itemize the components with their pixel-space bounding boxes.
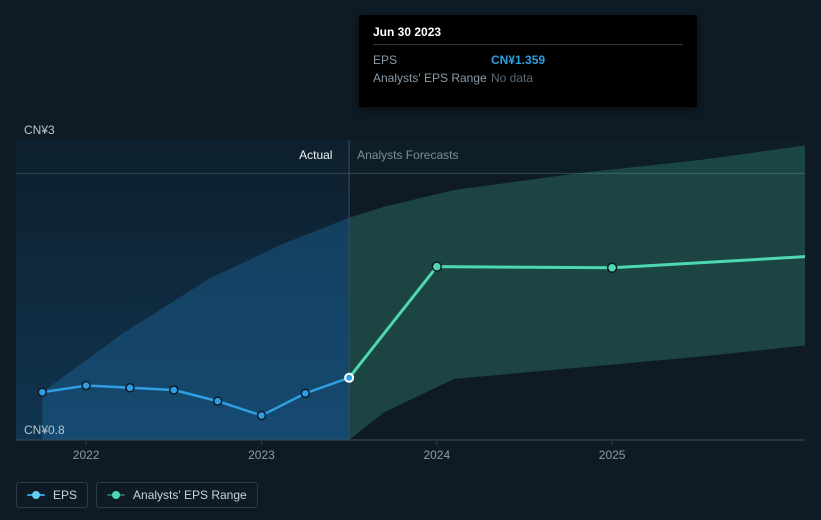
eps-point[interactable] <box>82 382 90 390</box>
legend-item[interactable]: Analysts' EPS Range <box>96 482 258 508</box>
legend-item[interactable]: EPS <box>16 482 88 508</box>
tooltip-row-value: No data <box>491 69 533 87</box>
tooltip-divider <box>373 44 683 45</box>
legend-label: Analysts' EPS Range <box>133 488 247 502</box>
chart-legend: EPS Analysts' EPS Range <box>16 482 258 508</box>
tooltip-row: EPSCN¥1.359 <box>373 51 683 69</box>
y-axis-label: CN¥3 <box>24 123 55 137</box>
x-axis-label: 2025 <box>599 448 626 462</box>
eps-point[interactable] <box>38 388 46 396</box>
tooltip-row-key: Analysts' EPS Range <box>373 69 491 87</box>
forecast-point[interactable] <box>608 263 617 272</box>
eps-forecast-chart: Jun 30 2023 EPSCN¥1.359Analysts' EPS Ran… <box>0 0 821 520</box>
tooltip-row-key: EPS <box>373 51 491 69</box>
legend-label: EPS <box>53 488 77 502</box>
legend-swatch <box>27 490 45 500</box>
y-axis-label: CN¥0.8 <box>24 423 65 437</box>
x-axis-label: 2022 <box>73 448 100 462</box>
eps-point[interactable] <box>170 386 178 394</box>
x-axis-label: 2024 <box>423 448 450 462</box>
eps-point[interactable] <box>301 389 309 397</box>
tooltip-row: Analysts' EPS RangeNo data <box>373 69 683 87</box>
tooltip-row-value: CN¥1.359 <box>491 51 545 69</box>
section-label-forecast: Analysts Forecasts <box>357 148 458 162</box>
eps-point[interactable] <box>257 412 265 420</box>
eps-point[interactable] <box>345 374 353 382</box>
tooltip-title: Jun 30 2023 <box>373 25 683 39</box>
eps-point[interactable] <box>126 384 134 392</box>
legend-swatch <box>107 490 125 500</box>
eps-point[interactable] <box>214 397 222 405</box>
chart-tooltip: Jun 30 2023 EPSCN¥1.359Analysts' EPS Ran… <box>359 15 697 107</box>
section-label-actual: Actual <box>299 148 332 162</box>
forecast-point[interactable] <box>432 262 441 271</box>
x-axis-label: 2023 <box>248 448 275 462</box>
